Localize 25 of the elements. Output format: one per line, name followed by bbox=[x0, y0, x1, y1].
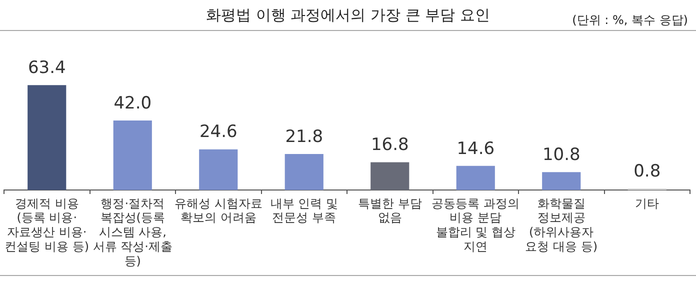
bar bbox=[199, 149, 238, 190]
data-label: 63.4 bbox=[28, 58, 66, 78]
data-label: 24.6 bbox=[199, 122, 238, 142]
data-label: 0.8 bbox=[634, 162, 661, 182]
x-tick-label: 행정·절차적 복잡성(등록 시스템 사용, 서류 작성·제출 등) bbox=[92, 196, 172, 268]
x-tick-label: 특별한 부담 없음 bbox=[358, 196, 422, 225]
x-tick-label: 화학물질 정보제공 (하위사용자 요청 대응 등) bbox=[525, 196, 598, 254]
bar bbox=[542, 172, 581, 190]
bar bbox=[370, 162, 410, 190]
data-label: 10.8 bbox=[542, 145, 580, 166]
bar bbox=[28, 85, 66, 190]
x-tick-label: 내부 인력 및 전문성 부족 bbox=[270, 196, 338, 225]
bar bbox=[456, 166, 495, 190]
data-label: 42.0 bbox=[114, 93, 152, 114]
data-label: 14.6 bbox=[456, 138, 495, 159]
x-tick-label: 기타 bbox=[635, 196, 660, 210]
bar bbox=[113, 120, 152, 190]
data-label: 21.8 bbox=[285, 126, 324, 147]
x-tick-label: 유해성 시험자료 확보의 어려움 bbox=[174, 196, 262, 225]
x-tick-label: 공동등록 과정의 비용 분담 불합리 및 협상 지연 bbox=[432, 196, 520, 254]
x-tick-label: 경제적 비용 (등록 비용· 자료생산 비용· 컨설팅 비용 등) bbox=[4, 196, 90, 254]
bar bbox=[284, 154, 324, 190]
text: (단위 : %, 복수 응답) bbox=[572, 12, 688, 29]
chart-title: 화평법 이행 과정에서의 가장 큰 부담 요인 bbox=[206, 6, 490, 24]
data-label: 16.8 bbox=[370, 135, 409, 156]
